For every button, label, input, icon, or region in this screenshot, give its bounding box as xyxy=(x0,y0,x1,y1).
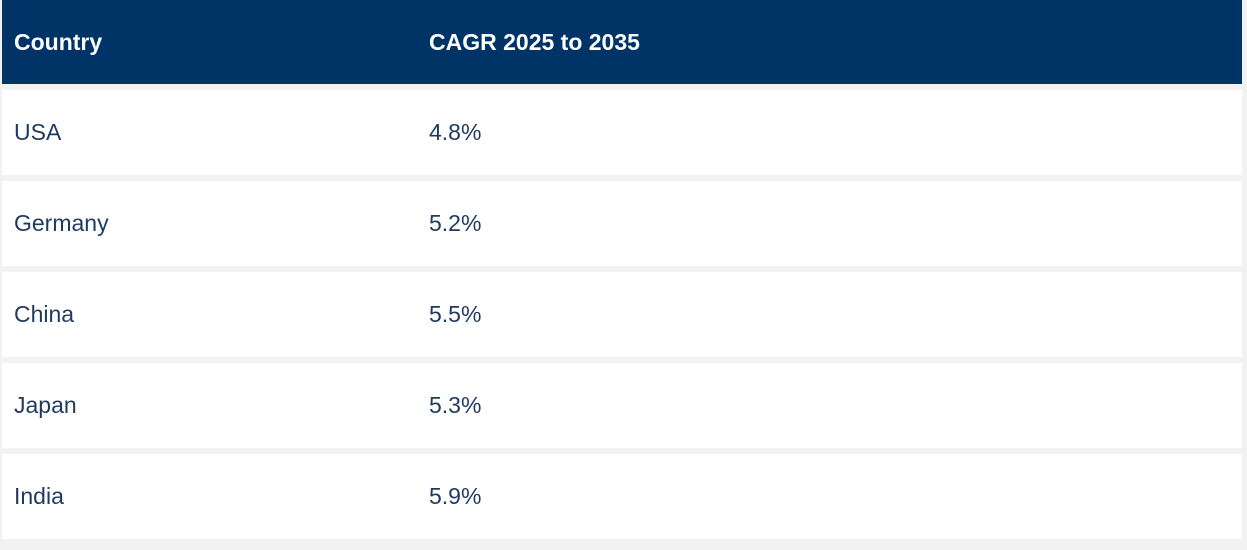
cell-cagr: 5.2% xyxy=(429,210,482,236)
table-row: Germany 5.2% xyxy=(2,181,1242,266)
table-row: USA 4.8% xyxy=(2,90,1242,175)
cell-country: Germany xyxy=(14,210,109,236)
cell-country: China xyxy=(14,301,75,327)
header-country: Country xyxy=(14,28,103,55)
cell-cagr: 5.9% xyxy=(429,483,482,509)
table-row: Japan 5.3% xyxy=(2,363,1242,448)
cell-cagr: 5.3% xyxy=(429,392,482,418)
table-body: USA 4.8% Germany 5.2% China 5.5% Japan 5… xyxy=(2,84,1242,539)
table-header-row: Country CAGR 2025 to 2035 xyxy=(2,0,1242,84)
cell-country: India xyxy=(14,483,64,509)
cell-cagr: 5.5% xyxy=(429,301,482,327)
table-row: China 5.5% xyxy=(2,272,1242,357)
cell-country: USA xyxy=(14,119,62,145)
header-cagr: CAGR 2025 to 2035 xyxy=(429,28,640,55)
cell-country: Japan xyxy=(14,392,77,418)
table-row: India 5.9% xyxy=(2,454,1242,539)
cell-cagr: 4.8% xyxy=(429,119,482,145)
